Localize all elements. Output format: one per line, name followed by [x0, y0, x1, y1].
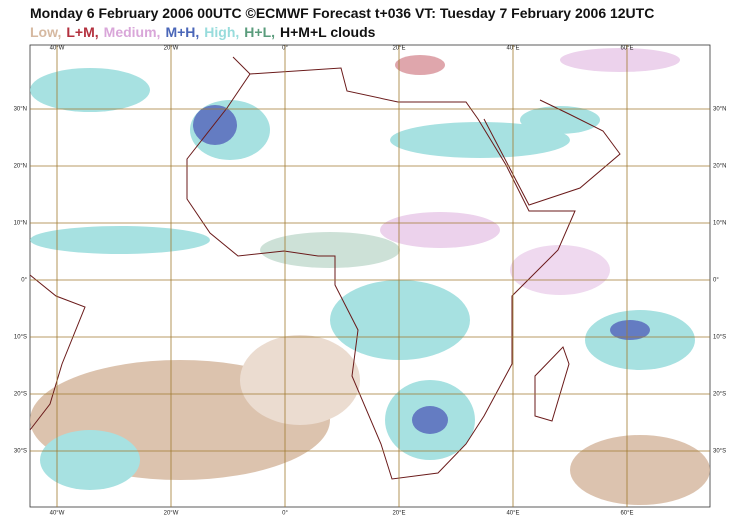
- lon-label: 40°E: [506, 511, 519, 517]
- lat-label: 30°N: [14, 107, 27, 113]
- lat-label: 20°N: [14, 164, 27, 170]
- lat-label: 20°S: [14, 392, 27, 398]
- legend-entry: H+L,: [244, 24, 276, 40]
- coastlines: [29, 56, 621, 480]
- lat-label: 30°N: [713, 107, 726, 113]
- lon-label: 40°W: [50, 46, 65, 52]
- lon-label: 40°W: [50, 511, 65, 517]
- lat-label: 10°S: [14, 335, 27, 341]
- lat-label: 10°N: [713, 221, 726, 227]
- legend-entry: Low,: [30, 24, 62, 40]
- lat-label: 30°S: [14, 449, 27, 455]
- lat-label: 20°N: [713, 164, 726, 170]
- lon-label: 60°E: [620, 46, 633, 52]
- lon-label: 40°E: [506, 46, 519, 52]
- legend-entry: L+M,: [66, 24, 99, 40]
- lon-label: 20°E: [392, 511, 405, 517]
- lat-label: 20°S: [713, 392, 726, 398]
- legend-entry: H+M+L clouds: [280, 24, 376, 40]
- lon-label: 60°E: [620, 511, 633, 517]
- lat-label: 0°: [713, 278, 719, 284]
- lat-label: 0°: [21, 278, 27, 284]
- title: Monday 6 February 2006 00UTC ©ECMWF Fore…: [30, 5, 655, 21]
- graticule: [30, 45, 710, 507]
- lat-label: 10°N: [14, 221, 27, 227]
- lon-label: 20°W: [164, 46, 179, 52]
- clouds: [30, 48, 710, 505]
- legend-entry: High,: [204, 24, 240, 40]
- lat-label: 10°S: [713, 335, 726, 341]
- legend: Low, L+M, Medium, M+H, High, H+L, H+M+L clouds: [30, 24, 380, 40]
- lon-label: 0°: [282, 46, 288, 52]
- legend-entry: Medium,: [103, 24, 161, 40]
- lat-label: 30°S: [713, 449, 726, 455]
- lon-label: 20°E: [392, 46, 405, 52]
- legend-entry: M+H,: [165, 24, 200, 40]
- lon-label: 20°W: [164, 511, 179, 517]
- lon-label: 0°: [282, 511, 288, 517]
